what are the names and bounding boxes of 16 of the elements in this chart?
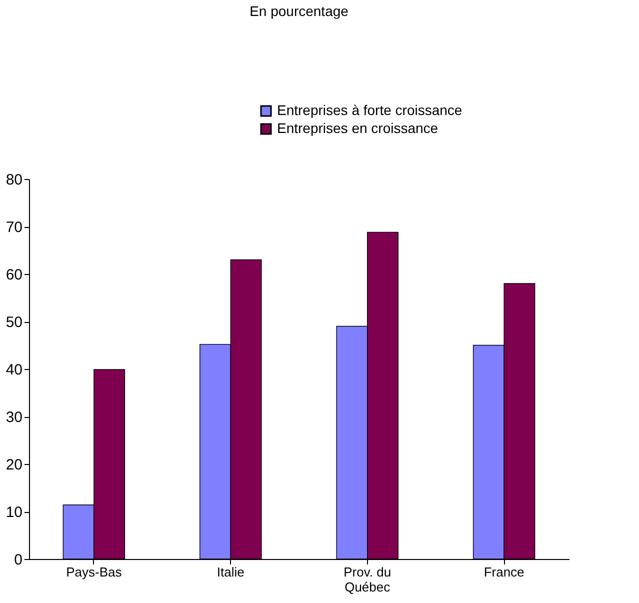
y-tick-label: 60 — [6, 266, 22, 284]
y-tick-label: 40 — [6, 362, 22, 378]
chart-title: En pourcentage — [250, 3, 349, 19]
y-tick-label: 20 — [6, 456, 22, 474]
y-tick-label: 70 — [6, 219, 22, 236]
y-tick-label: 0 — [14, 552, 22, 568]
x-tick-label: Pays-Bas — [66, 564, 122, 580]
y-tick-label: 80 — [6, 172, 22, 188]
legend-label: Entreprises à forte croissance — [277, 102, 462, 118]
legend-label: Entreprises en croissance — [277, 120, 438, 136]
y-tick-label: 10 — [6, 504, 22, 521]
y-tick-label: 30 — [6, 409, 22, 426]
y-tick-label: 50 — [6, 314, 22, 331]
x-tick-label: Prov. du Québec — [344, 564, 392, 594]
x-tick-label: France — [484, 564, 524, 580]
x-tick-label: Italie — [216, 564, 244, 580]
